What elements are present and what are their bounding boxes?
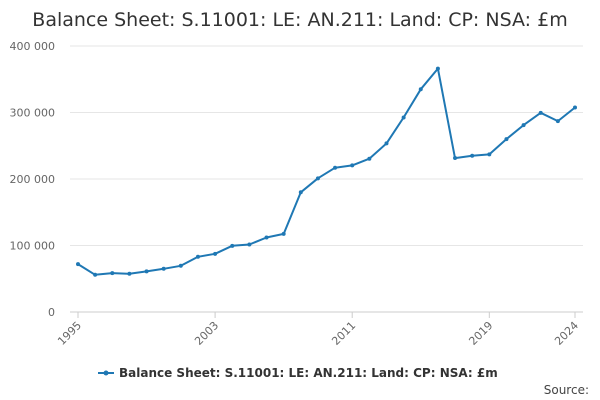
data-point[interactable] <box>213 251 218 256</box>
legend[interactable]: Balance Sheet: S.11001: LE: AN.211: Land… <box>98 366 498 380</box>
x-tick-label: 2003 <box>192 319 221 348</box>
data-point[interactable] <box>367 156 372 161</box>
data-point[interactable] <box>178 263 183 268</box>
data-point[interactable] <box>127 271 132 276</box>
legend-label: Balance Sheet: S.11001: LE: AN.211: Land… <box>119 366 498 380</box>
data-point[interactable] <box>298 190 303 195</box>
chart-title: Balance Sheet: S.11001: LE: AN.211: Land… <box>32 9 567 31</box>
series-layer <box>76 66 577 277</box>
data-point[interactable] <box>521 123 526 128</box>
data-point[interactable] <box>264 235 269 240</box>
data-point[interactable] <box>504 137 509 142</box>
data-point[interactable] <box>384 141 389 146</box>
y-tick-label: 400 000 <box>10 40 56 53</box>
x-tick-label: 2024 <box>552 319 581 348</box>
x-axis: 1995 2003 2011 2019 2024 <box>55 311 583 348</box>
data-point[interactable] <box>538 110 543 115</box>
x-tick-label: 2011 <box>329 319 358 348</box>
data-point[interactable] <box>350 163 355 168</box>
data-point[interactable] <box>93 272 98 277</box>
data-point[interactable] <box>470 153 475 158</box>
data-point[interactable] <box>230 243 235 248</box>
y-tick-label: 200 000 <box>10 173 56 186</box>
data-point[interactable] <box>418 87 423 92</box>
legend-point-marker <box>103 370 109 376</box>
y-tick-label: 0 <box>48 306 55 319</box>
data-point[interactable] <box>487 152 492 157</box>
data-point[interactable] <box>110 271 115 276</box>
data-point[interactable] <box>281 231 286 236</box>
data-point[interactable] <box>144 269 149 274</box>
y-axis: 0 100 000 200 000 300 000 400 000 <box>10 40 56 319</box>
x-tick-label: 2019 <box>466 319 495 348</box>
data-point[interactable] <box>401 115 406 120</box>
source-label: Source: <box>544 383 589 397</box>
data-point[interactable] <box>453 156 458 161</box>
data-point[interactable] <box>333 165 338 170</box>
data-point[interactable] <box>161 266 166 271</box>
y-tick-label: 100 000 <box>10 240 56 253</box>
series-line <box>77 67 576 276</box>
data-point[interactable] <box>315 176 320 181</box>
data-point[interactable] <box>195 254 200 259</box>
data-point[interactable] <box>76 262 80 267</box>
data-point[interactable] <box>435 66 440 71</box>
data-point[interactable] <box>573 105 577 110</box>
y-tick-label: 300 000 <box>10 107 56 120</box>
data-point[interactable] <box>247 242 252 247</box>
data-point[interactable] <box>555 119 560 124</box>
x-tick-label: 1995 <box>55 319 84 348</box>
